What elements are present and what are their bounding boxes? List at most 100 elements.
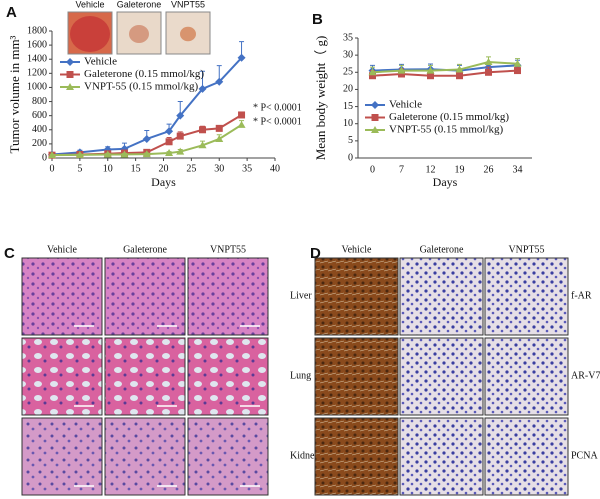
marker — [198, 84, 207, 93]
y-axis-label: Mean body weight（ g) — [313, 36, 328, 161]
micrograph — [314, 417, 399, 496]
marker — [426, 66, 435, 74]
micrograph — [399, 417, 484, 496]
marker — [456, 72, 463, 80]
column-label: VNPT55 — [508, 244, 544, 255]
legend-label: VNPT-55 (0.15 mmol/kg) — [84, 81, 199, 93]
y-tick-label: 30 — [343, 49, 353, 60]
marker — [369, 72, 376, 80]
marker — [238, 111, 246, 119]
row-label: Liver — [290, 290, 312, 301]
micrograph — [104, 417, 186, 496]
x-tick-label: 26 — [484, 164, 494, 175]
x-tick-label: 7 — [399, 164, 404, 175]
marker — [165, 149, 174, 157]
column-label: VNPT55 — [210, 244, 246, 255]
y-tick-label: 10 — [343, 118, 353, 129]
photo-label: VNPT55 — [171, 0, 205, 9]
marker — [215, 124, 223, 132]
y-tick-label: 0 — [42, 152, 47, 163]
legend-marker — [371, 126, 379, 133]
marker — [75, 150, 84, 158]
marker — [237, 120, 246, 128]
annotation: * P< 0.0001 — [253, 102, 302, 113]
marker — [165, 127, 174, 136]
x-tick-label: 15 — [131, 163, 141, 174]
column-label: Vehicle — [47, 244, 78, 255]
marker — [514, 67, 521, 75]
marker — [142, 134, 151, 143]
marker — [165, 138, 173, 146]
x-tick-label: 19 — [455, 164, 465, 175]
marker — [103, 150, 112, 158]
marker — [176, 111, 185, 120]
panel-label: D — [310, 245, 321, 262]
panel-label: B — [312, 11, 323, 28]
x-tick-label: 35 — [242, 163, 252, 174]
legend-marker — [66, 83, 74, 90]
marker — [485, 68, 492, 76]
panel-label: A — [6, 4, 17, 21]
micrograph — [484, 337, 569, 416]
photo-label: Galeterone — [117, 0, 162, 9]
marker — [398, 70, 405, 78]
tumor — [180, 26, 196, 42]
series-line — [372, 69, 518, 77]
legend-label: Galeterone (0.15 mmol/kg) — [84, 68, 204, 80]
legend-label: Vehicle — [84, 56, 117, 68]
y-tick-label: 15 — [343, 101, 353, 112]
x-tick-label: 0 — [370, 164, 375, 175]
micrograph — [399, 337, 484, 416]
micrograph — [399, 257, 484, 336]
micrograph — [21, 257, 103, 336]
marker — [198, 141, 207, 149]
micrograph — [484, 257, 569, 336]
micrograph — [104, 257, 186, 336]
x-tick-label: 40 — [270, 163, 280, 174]
micrograph — [187, 417, 269, 496]
y-tick-label: 800 — [32, 96, 47, 107]
y-tick-label: 400 — [32, 124, 47, 135]
y-axis-label: Tumor volume in mm³ — [7, 35, 22, 153]
micrograph — [187, 337, 269, 416]
x-tick-label: 20 — [159, 163, 169, 174]
marker — [120, 150, 129, 158]
y-tick-label: 20 — [343, 84, 353, 95]
marker — [215, 134, 224, 142]
tumor — [70, 16, 110, 52]
panel-label: C — [4, 245, 15, 262]
micrograph — [484, 417, 569, 496]
x-tick-label: 5 — [77, 163, 82, 174]
x-axis-label: Days — [433, 175, 458, 189]
x-tick-label: 30 — [214, 163, 224, 174]
column-label: Galeterone — [123, 244, 167, 255]
series-line — [51, 123, 243, 157]
marker — [48, 151, 56, 159]
y-tick-label: 1800 — [27, 25, 47, 36]
row-label: Kidney — [290, 450, 319, 461]
y-tick-label: 1000 — [27, 82, 47, 93]
micrograph — [21, 337, 103, 416]
row-label: Lung — [290, 370, 311, 381]
legend-marker — [371, 101, 379, 109]
x-tick-label: 0 — [50, 163, 55, 174]
marker — [199, 126, 207, 134]
column-label: Vehicle — [342, 244, 373, 255]
legend-label: Vehicle — [389, 99, 422, 111]
micrograph — [314, 337, 399, 416]
y-tick-label: 1200 — [27, 68, 47, 79]
marker — [368, 68, 377, 76]
legend-marker — [371, 114, 379, 121]
x-axis-label: Days — [151, 175, 176, 189]
marker — [397, 66, 406, 74]
marker — [484, 58, 493, 65]
annotation: * P< 0.0001 — [253, 116, 302, 127]
y-tick-label: 0 — [348, 152, 353, 163]
x-tick-label: 12 — [426, 164, 436, 175]
photo-label: Vehicle — [75, 0, 104, 9]
series-line — [51, 57, 243, 156]
legend-label: VNPT-55 (0.15 mmol/kg) — [389, 124, 504, 136]
legend-marker — [66, 58, 74, 66]
tumor — [129, 25, 149, 43]
